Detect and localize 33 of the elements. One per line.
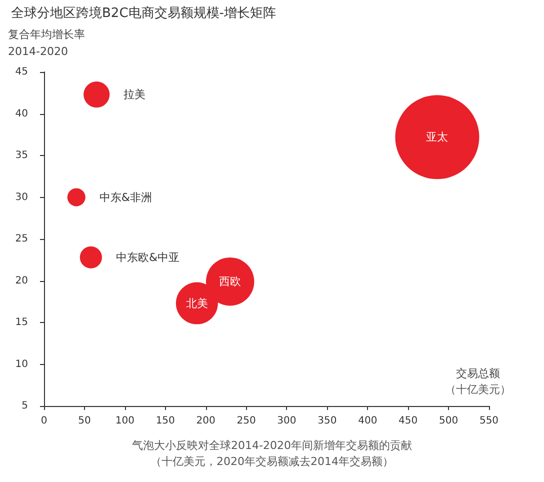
x-tick-label: 200: [196, 416, 216, 426]
annotation: （十亿美元）: [445, 383, 511, 396]
text: 气泡大小反映对全球2014-2020年间新增年交易额的贡献: [132, 439, 412, 452]
x-tick-label: 350: [318, 416, 337, 426]
x-tick-label: 150: [156, 416, 175, 426]
series-label: 拉美: [124, 88, 146, 102]
series-label: 北美: [186, 296, 208, 310]
chart-title: 全球分地区跨境B2C电商交易额规模-增长矩阵: [11, 5, 276, 21]
text: （十亿美元，2020年交易额减去2014年交易额）: [150, 455, 394, 468]
x-tick-label: 550: [479, 416, 499, 426]
y-tick-label: 20: [15, 275, 28, 286]
series-label: 中东&非洲: [99, 190, 152, 204]
x-tick-label: 0: [40, 416, 48, 426]
y-tick-label: 40: [15, 108, 28, 120]
series-label: 亚太: [426, 130, 448, 144]
y-tick-label: 35: [15, 150, 28, 161]
x-tick-label: 300: [277, 416, 296, 426]
x-tick-label: 500: [439, 416, 458, 426]
y-tick-label: 5: [22, 400, 28, 412]
y-tick-label: 15: [15, 317, 28, 328]
y-axis-title: 复合年均增长率 2014-2020: [8, 28, 85, 58]
x-tick-label: 400: [358, 416, 378, 426]
x-tick-label: 100: [115, 416, 134, 426]
x-axis-title: 交易总额: [456, 367, 500, 380]
x-tick-label: 450: [398, 416, 418, 426]
series-label: 西欧: [219, 275, 242, 288]
y-tick-label: 30: [15, 192, 28, 203]
series-label: 中东欧&中亚: [116, 250, 180, 264]
y-tick-label: 10: [15, 358, 28, 370]
x-tick-label: 50: [78, 416, 91, 426]
y-tick-label: 25: [15, 234, 28, 244]
x-tick-label: 250: [236, 416, 256, 426]
y-tick-label: 45: [15, 66, 28, 78]
